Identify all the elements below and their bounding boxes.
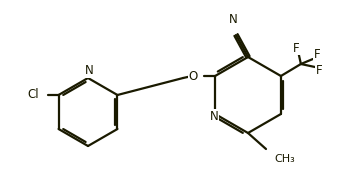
Text: N: N [85, 64, 93, 77]
Text: F: F [314, 47, 320, 61]
Text: N: N [229, 13, 237, 26]
Text: Cl: Cl [27, 89, 38, 102]
Text: F: F [316, 63, 322, 77]
Text: CH₃: CH₃ [274, 154, 295, 164]
Text: F: F [293, 42, 299, 54]
Text: O: O [189, 70, 198, 82]
Text: N: N [210, 109, 219, 123]
